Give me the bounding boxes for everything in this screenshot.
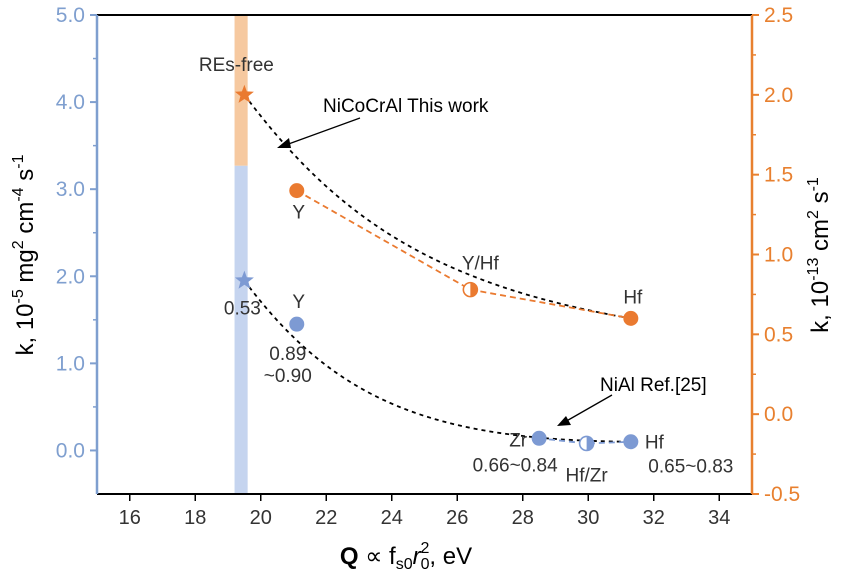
y-right-tick-label: -0.5	[764, 483, 800, 506]
y-left-tick-label: 5.0	[56, 4, 85, 27]
point-label: Y	[292, 292, 305, 313]
point-label: REs-free	[199, 55, 274, 76]
y-right-tick-label: 0.0	[764, 403, 793, 426]
y-left-tick-label: 1.0	[56, 352, 85, 375]
point-label: 0.53	[224, 299, 261, 320]
point-labels: REs-free Y Y/Hf Hf 0.53 Y 0.89~0.90 Zr 0.66~0.84…	[199, 55, 733, 487]
series-connector	[539, 437, 631, 445]
half-marker-fill	[470, 282, 478, 297]
point-label: Hf/Zr	[566, 465, 609, 486]
circle-marker	[289, 183, 305, 199]
point-label: Zr	[509, 430, 528, 451]
point-label: 0.66~0.84	[473, 455, 558, 476]
band-blue	[234, 165, 248, 494]
x-tick-label: 24	[381, 507, 403, 529]
y-right-tick-label: 2.0	[764, 84, 793, 107]
point-label: Y	[292, 203, 305, 224]
y-left-tick-label: 2.0	[56, 265, 85, 288]
star-marker	[234, 84, 254, 103]
x-tick-label: 22	[315, 507, 337, 529]
fit-curve	[243, 94, 631, 320]
y-right-tick-label: 1.0	[764, 244, 793, 267]
half-marker-fill	[586, 436, 594, 451]
y-right-tick-label: 0.5	[764, 323, 793, 346]
point-label: 0.89	[269, 344, 306, 365]
x-tick-label: 32	[643, 507, 665, 529]
x-tick-label: 26	[446, 507, 468, 529]
x-tick-label: 28	[512, 507, 534, 529]
y-left-tick-label: 3.0	[56, 178, 85, 201]
annotation-ref-text: NiAl Ref.[25]	[600, 375, 707, 396]
x-tick-label: 34	[708, 507, 730, 529]
y-left-axis-title: k, 10-5 mg2 cm-4 s-1	[10, 154, 39, 355]
x-axis-title: Q ∝ fs0r02, eV	[340, 540, 472, 573]
fit-curves	[243, 94, 631, 443]
point-label: ~0.90	[264, 366, 312, 387]
x-ticks: 16 18 20 22 24 26 28 30 32 34	[119, 494, 730, 529]
band-orange	[234, 15, 248, 166]
point-label: Hf	[645, 433, 665, 454]
annotation-ref: NiAl Ref.[25]	[557, 375, 707, 426]
data-points	[234, 84, 639, 452]
fit-curve	[243, 280, 631, 443]
annotation-this-work: NiCoCrAl This work	[277, 96, 489, 148]
circle-marker	[289, 316, 305, 332]
y-right-tick-label: 1.5	[764, 164, 793, 187]
point-label: 0.65~0.83	[648, 457, 733, 478]
x-tick-label: 16	[119, 507, 141, 529]
y-left-tick-label: 0.0	[56, 439, 85, 462]
y-right-ticks: -0.5 0.0 0.5 1.0 1.5 2.0 2.5	[752, 4, 800, 506]
circle-marker	[531, 430, 547, 446]
y-left-tick-label: 4.0	[56, 91, 85, 114]
circle-marker	[623, 310, 639, 326]
x-tick-label: 18	[184, 507, 206, 529]
y-right-tick-label: 2.5	[764, 4, 793, 27]
series-lines	[296, 189, 631, 445]
circle-marker	[623, 434, 639, 450]
y-right-axis-title: k, 10-13 cm2 s-1	[805, 177, 834, 333]
x-tick-label: 20	[250, 507, 272, 529]
star-marker	[234, 270, 254, 289]
y-left-ticks: 0.0 1.0 2.0 3.0 4.0 5.0	[56, 4, 97, 462]
annotation-this-work-text: NiCoCrAl This work	[323, 96, 489, 117]
point-label: Hf	[623, 287, 643, 308]
x-tick-label: 30	[577, 507, 599, 529]
point-label: Y/Hf	[462, 254, 500, 275]
